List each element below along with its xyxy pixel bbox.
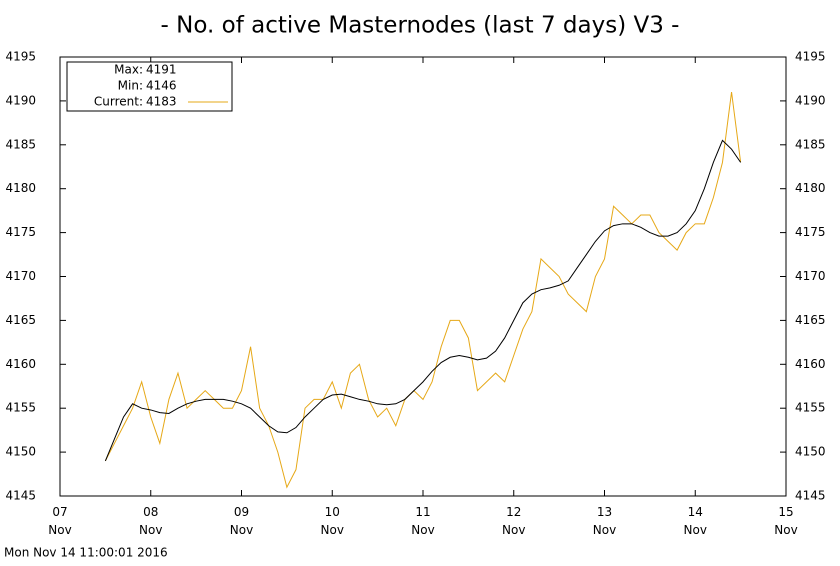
y2-tick-label: 4180 <box>795 181 826 195</box>
y2-tick-label: 4185 <box>795 137 826 151</box>
y2-tick-label: 4190 <box>795 93 826 107</box>
y-tick-label: 4185 <box>5 137 36 151</box>
legend-label: Min: <box>118 79 143 93</box>
legend-value: 4191 <box>146 63 177 77</box>
y2-tick-label: 4165 <box>795 313 826 327</box>
plot-frame <box>59 56 787 497</box>
x-tick-label: 12 Nov <box>502 505 526 537</box>
legend-label: Current: <box>94 95 143 109</box>
y-tick-label: 4165 <box>5 313 36 327</box>
x-tick-label: 07 Nov <box>48 505 72 537</box>
y2-tick-label: 4195 <box>795 50 826 64</box>
chart-title: - No. of active Masternodes (last 7 days… <box>161 13 680 39</box>
x-tick-label: 08 Nov <box>139 505 163 537</box>
y-tick-label: 4145 <box>5 489 36 503</box>
x-tick-label: 10 Nov <box>320 505 344 537</box>
footer: Mon Nov 14 11:00:01 2016 <box>4 546 168 560</box>
y-tick-label: 4195 <box>5 50 36 64</box>
y2-tick-label: 4155 <box>795 401 826 415</box>
y-tick-label: 4160 <box>5 357 36 371</box>
x-tick-label: 14 Nov <box>683 505 707 537</box>
legend-label: Max: <box>114 63 143 77</box>
x-tick-label: 15 Nov <box>774 505 798 537</box>
series-line <box>104 92 742 489</box>
y-tick-label: 4155 <box>5 401 36 415</box>
y-tick-label: 4180 <box>5 181 36 195</box>
legend-value: 4183 <box>146 95 177 109</box>
legend-value: 4146 <box>146 79 177 93</box>
y2-tick-label: 4160 <box>795 357 826 371</box>
x-tick-label: 09 Nov <box>229 505 254 537</box>
x-tick-label: 11 Nov <box>411 505 435 537</box>
y2-tick-label: 4145 <box>795 489 826 503</box>
y-tick-label: 4170 <box>5 269 36 283</box>
y2-tick-label: 4170 <box>795 269 826 283</box>
y2-tick-label: 4175 <box>795 225 826 239</box>
y-tick-label: 4150 <box>5 445 36 459</box>
legend-box <box>66 61 233 112</box>
y2-tick-label: 4150 <box>795 445 826 459</box>
x-tick-label: 13 Nov <box>592 505 617 537</box>
y-tick-label: 4175 <box>5 225 36 239</box>
series-line <box>104 139 742 462</box>
y-tick-label: 4190 <box>5 93 36 107</box>
